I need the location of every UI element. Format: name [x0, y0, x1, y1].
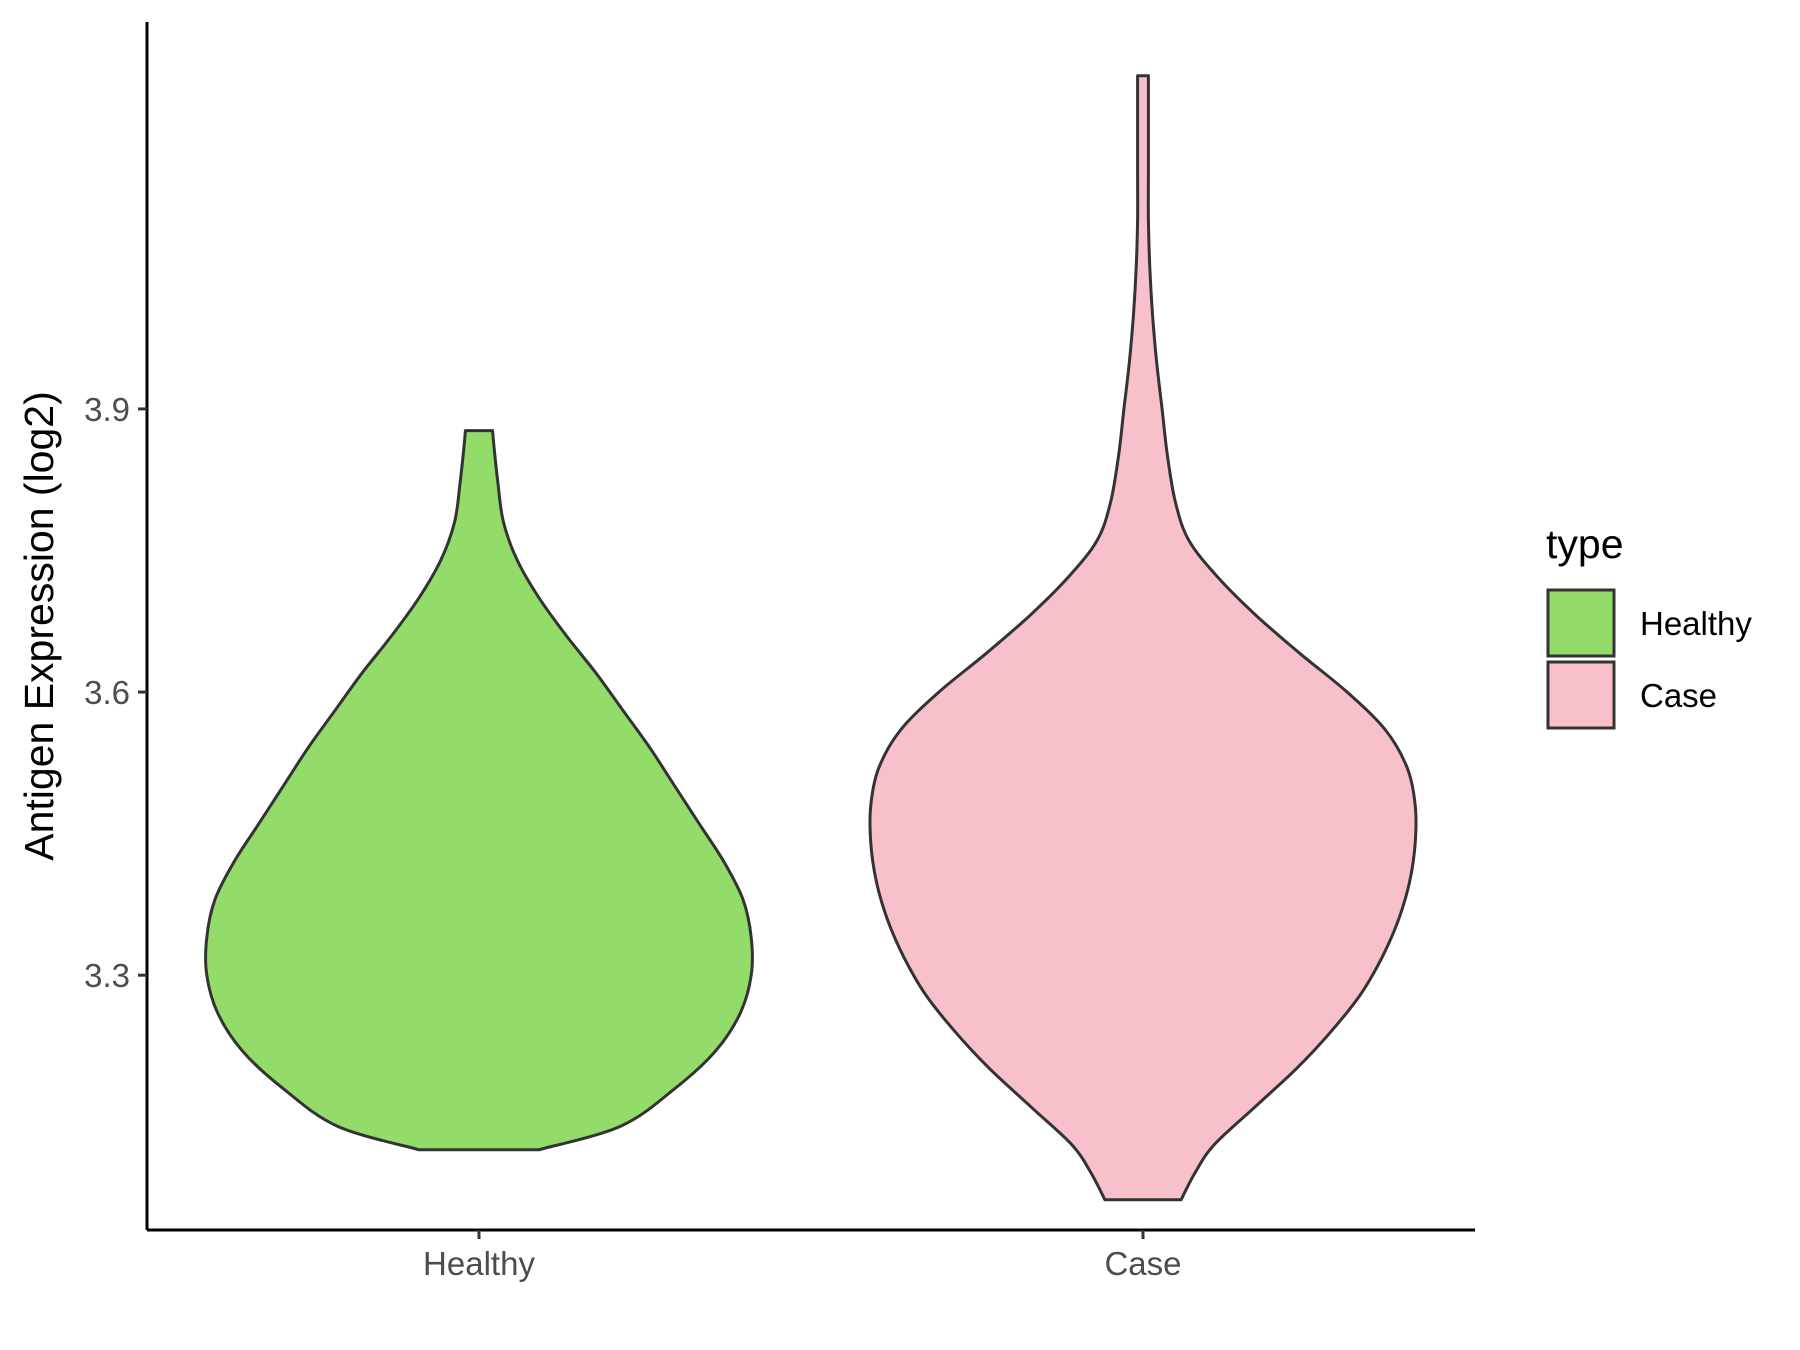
y-axis-title: Antigen Expression (log2): [16, 391, 62, 860]
y-axis-ticks: 3.3 3.6 3.9: [84, 391, 147, 994]
legend-label-case: Case: [1640, 677, 1717, 714]
legend-label-healthy: Healthy: [1640, 605, 1752, 642]
legend-swatch-healthy: [1546, 588, 1616, 658]
y-tick-label: 3.9: [84, 391, 130, 428]
legend-swatch-case: [1546, 660, 1616, 730]
y-tick-label: 3.3: [84, 957, 130, 994]
violin-healthy: [204, 429, 754, 1152]
legend-title: type: [1546, 521, 1624, 567]
y-tick-label: 3.6: [84, 674, 130, 711]
violins-layer: [204, 74, 1418, 1202]
x-axis-ticks: Healthy Case: [423, 1230, 1182, 1282]
violin-case: [868, 74, 1418, 1202]
x-tick-label: Healthy: [423, 1245, 535, 1282]
legend: type Healthy Case: [1546, 521, 1752, 730]
x-tick-label: Case: [1104, 1245, 1181, 1282]
